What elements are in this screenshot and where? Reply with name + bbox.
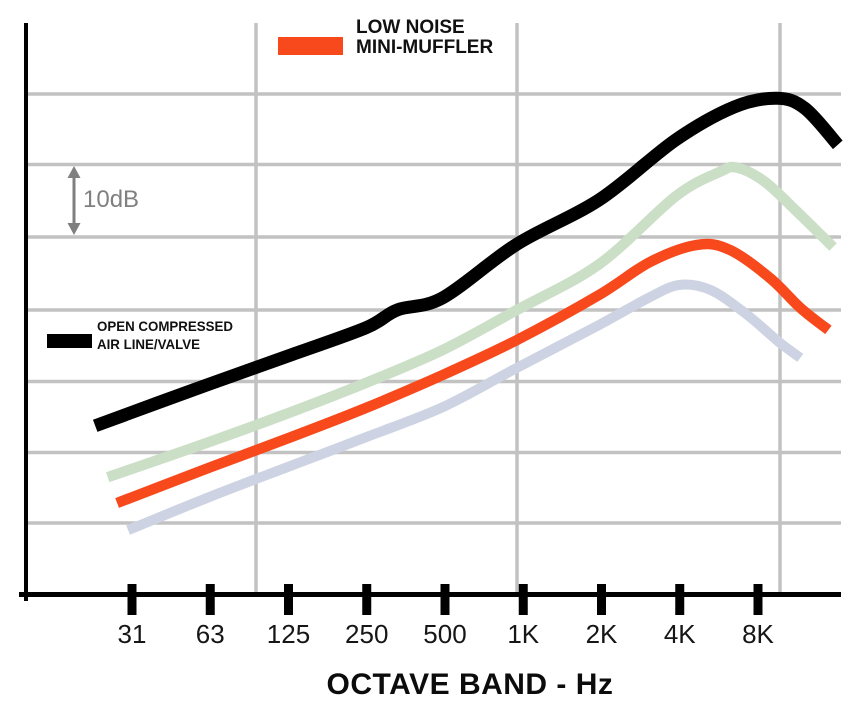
x-tick-label: 1K	[507, 619, 540, 649]
db-scale-arrow-head-down	[67, 223, 81, 235]
x-tick-label: 125	[266, 619, 311, 649]
x-tick-label: 8K	[742, 619, 774, 649]
x-tick-mark	[205, 584, 215, 615]
db-scale-label: 10dB	[83, 186, 140, 213]
x-axis-title: OCTAVE BAND - Hz	[326, 668, 614, 701]
x-tick-mark	[518, 584, 528, 615]
x-tick-mark	[440, 584, 450, 615]
x-tick-label: 500	[423, 619, 467, 649]
db-scale-arrow-head-up	[67, 166, 81, 178]
x-tick-label: 63	[195, 619, 225, 649]
legend-swatch-muffler	[278, 37, 343, 55]
x-tick-mark	[362, 584, 372, 615]
x-tick-label: 250	[345, 619, 389, 649]
x-tick-labels: 31 63 125 250 500 1K 2K 4K 8K	[0, 619, 860, 653]
x-tick-label: 2K	[585, 619, 618, 649]
x-tick-label: 31	[117, 619, 147, 649]
x-tick-mark	[127, 584, 137, 615]
legend-open-line-line1: OPEN COMPRESSED	[97, 318, 233, 334]
legend-open-line-line2: AIR LINE/VALVE	[97, 335, 200, 352]
legend-muffler-line2: MINI-MUFFLER	[356, 37, 494, 58]
x-tick-mark	[753, 584, 763, 615]
x-tick-mark	[597, 584, 606, 615]
series-line-unlabeled-light-green-line	[105, 161, 837, 483]
x-tick-mark	[284, 584, 293, 615]
legend-swatch-open-line	[47, 334, 92, 348]
legend-muffler-line1: LOW NOISE	[356, 17, 465, 38]
series-line-unlabeled-lavender-line	[126, 279, 804, 535]
legend-open-line: OPEN COMPRESSED AIR LINE/VALVE	[97, 318, 233, 353]
series-line-open-compressed-air-line-valve	[92, 91, 843, 432]
x-tick-mark	[675, 584, 685, 615]
legend-muffler: LOW NOISE MINI-MUFFLER	[356, 18, 493, 58]
series-line-low-noise-mini-muffler	[115, 238, 832, 508]
x-tick-label: 4K	[663, 619, 696, 649]
